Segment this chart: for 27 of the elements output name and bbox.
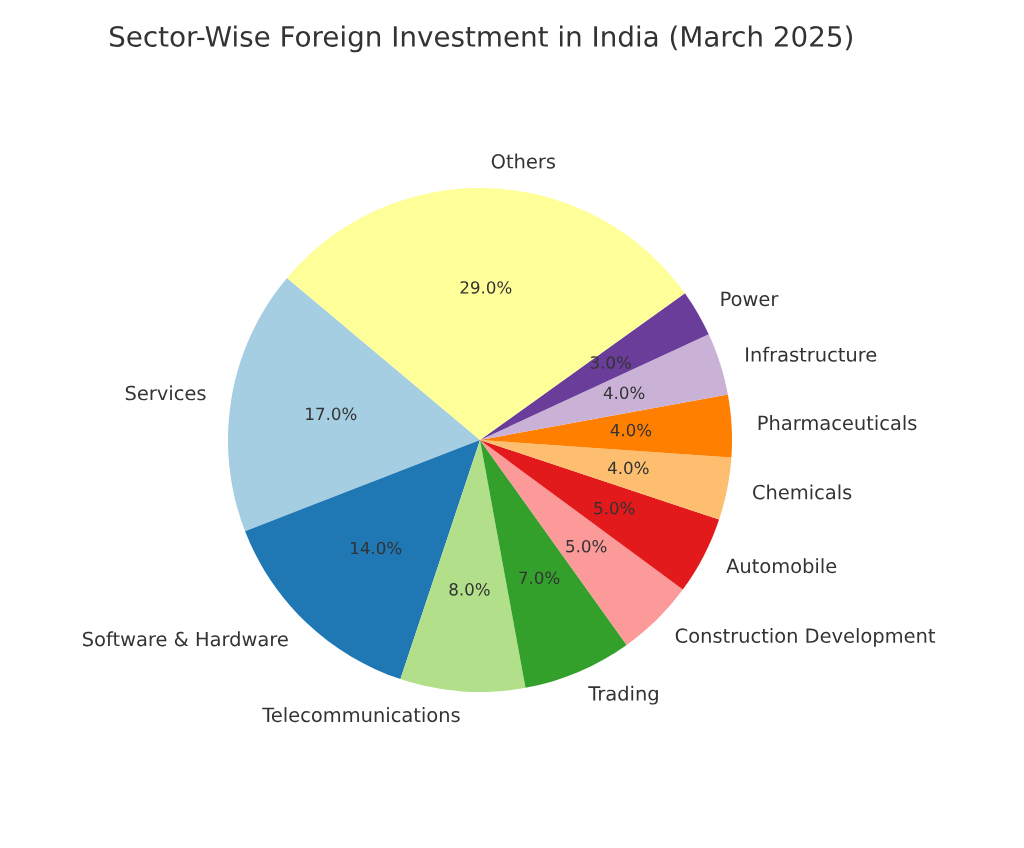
slice-label: Power xyxy=(721,291,779,307)
slice-label: Pharmaceuticals xyxy=(758,415,917,431)
pie-slice xyxy=(480,440,732,520)
data-label: 29.0% xyxy=(460,281,512,294)
slice-label: Trading xyxy=(588,685,658,705)
slice-label: Software & Hardware xyxy=(83,631,288,647)
data-label: 5.0% xyxy=(594,501,635,515)
pie-slice xyxy=(480,293,709,440)
chart-title: Sector-Wise Foreign Investment in India (March 2025) xyxy=(110,25,852,53)
slice-label: Chemicals xyxy=(753,484,852,500)
pie-slice xyxy=(480,334,728,440)
data-label: 4.0% xyxy=(610,423,652,437)
slice-label: Telecommunications xyxy=(262,707,460,723)
data-label: 4.0% xyxy=(603,386,645,400)
data-label: 14.0% xyxy=(351,541,402,555)
data-label: 7.0% xyxy=(519,571,560,585)
data-label: 4.0% xyxy=(607,461,649,475)
data-label: 3.0% xyxy=(590,356,631,369)
slice-label: Automobile xyxy=(726,558,837,574)
slice-label: Infrastructure xyxy=(746,346,877,362)
data-label: 17.0% xyxy=(306,407,357,421)
pie-slice xyxy=(286,188,685,440)
slice-label: Others xyxy=(491,153,556,169)
data-label: 5.0% xyxy=(566,539,607,553)
slice-label: Construction Development xyxy=(675,627,936,647)
data-label: 8.0% xyxy=(449,583,490,596)
slice-label: Services xyxy=(125,385,206,401)
